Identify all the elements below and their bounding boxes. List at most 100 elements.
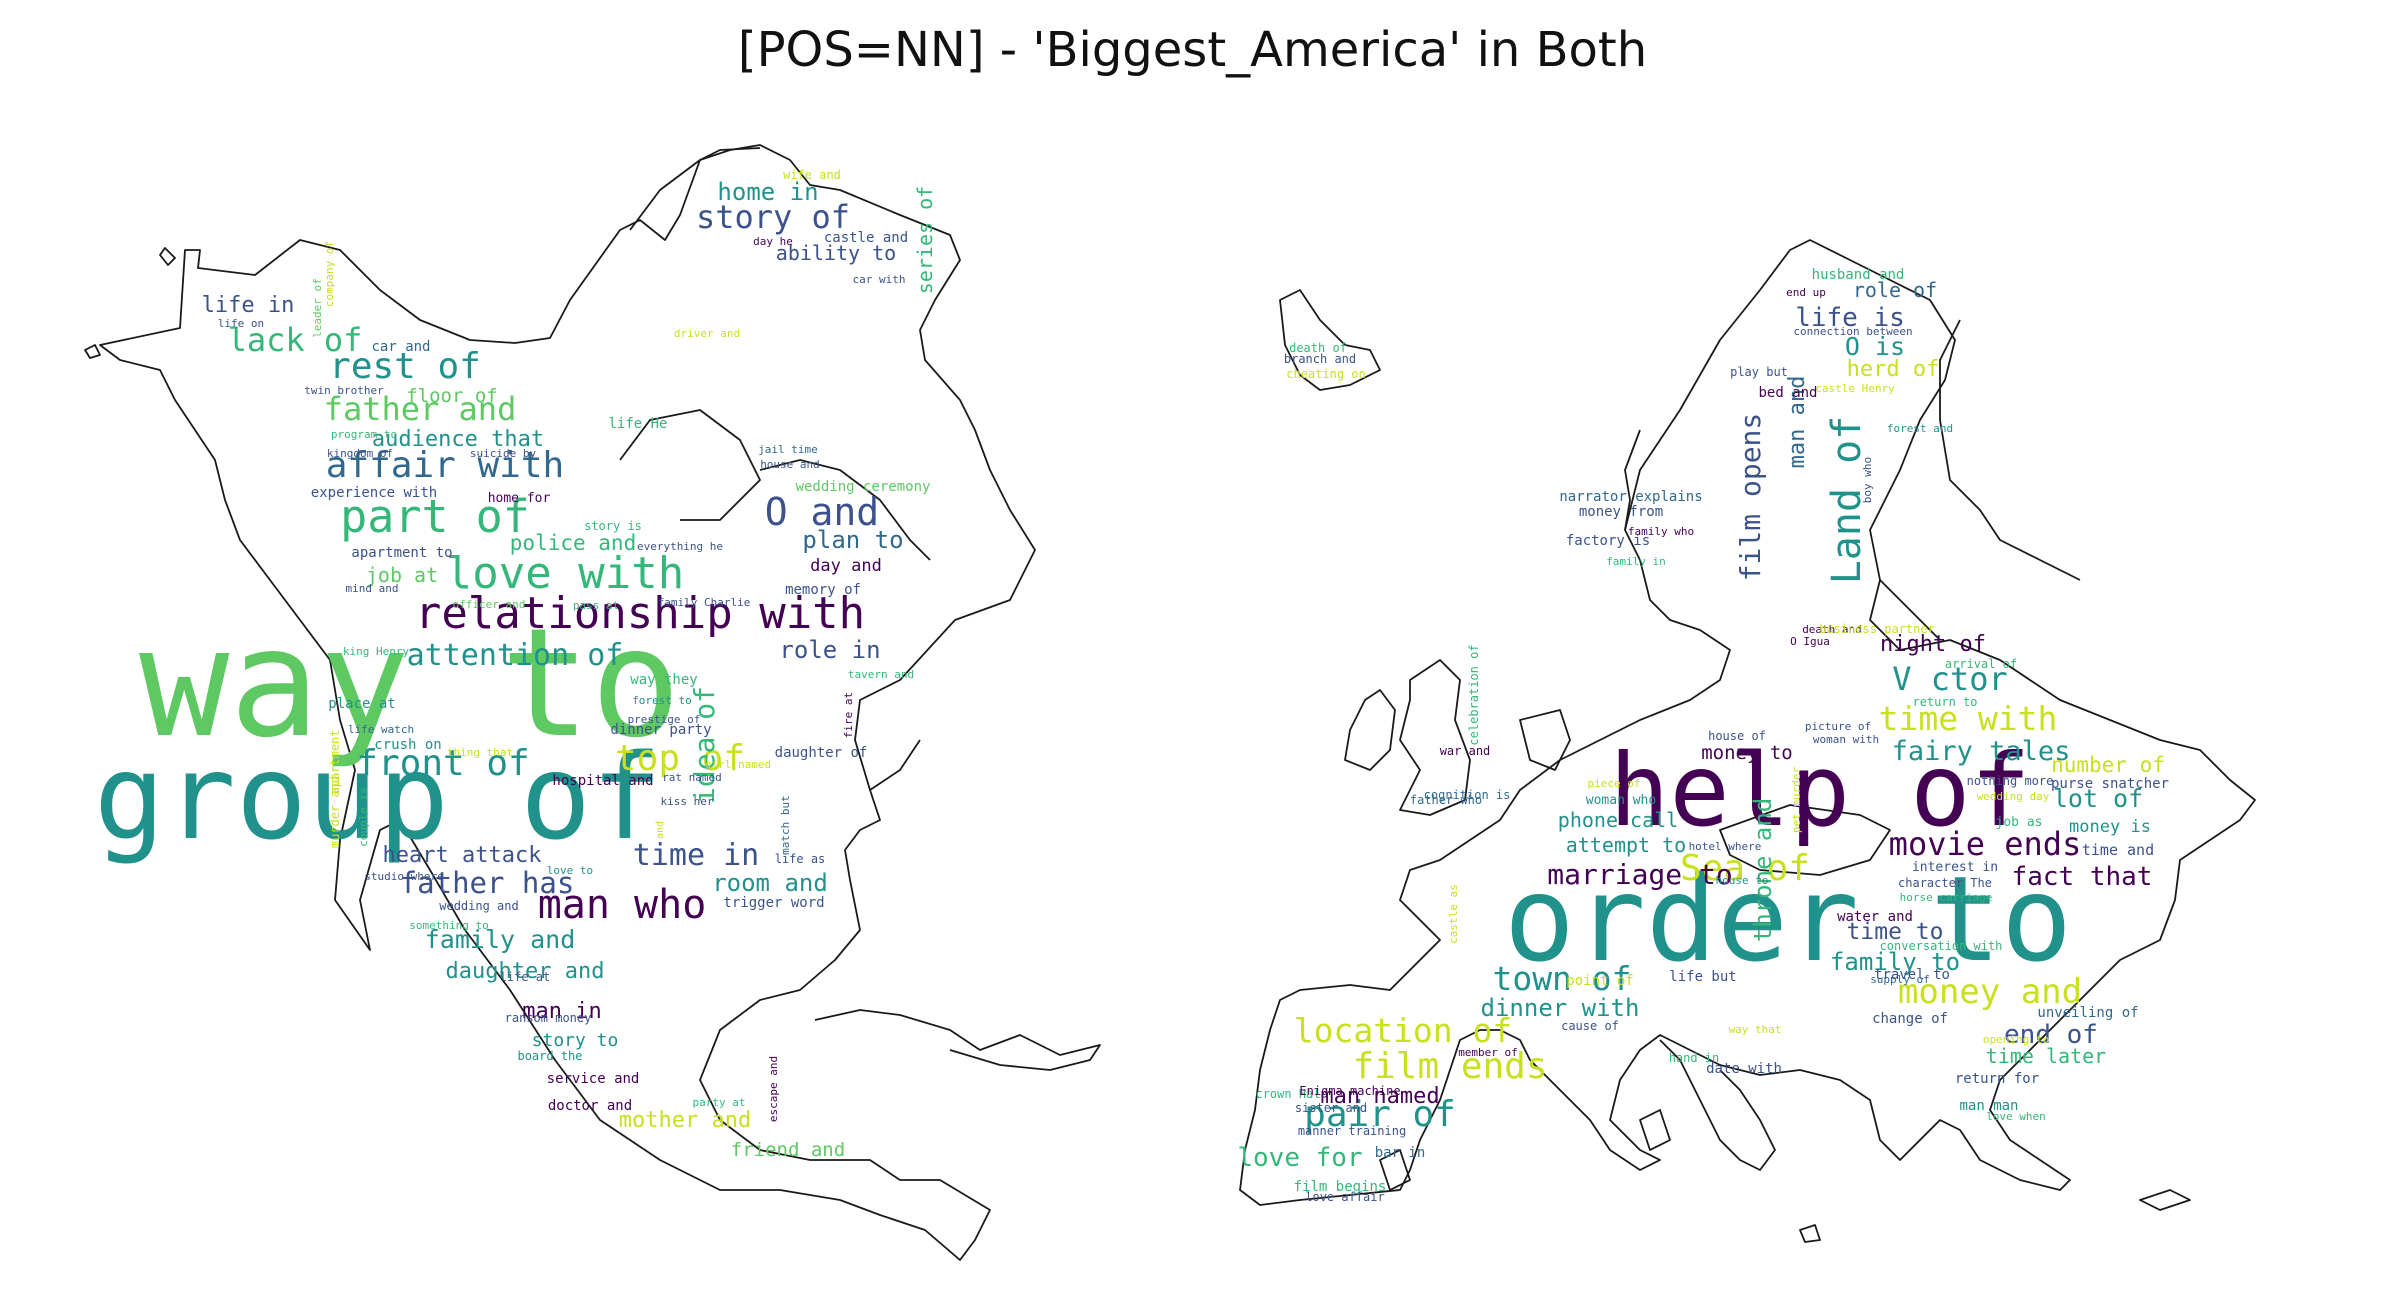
- word-wedding-and: wedding and: [439, 899, 518, 913]
- word-hotel-where: hotel where: [1689, 840, 1762, 853]
- word-story-of: story of: [696, 198, 850, 236]
- word-pet-murder: pet murder: [1790, 767, 1803, 834]
- word-money-is: money is: [2069, 817, 2151, 837]
- word-business-partner: business partner: [1819, 622, 1935, 636]
- word-series-of: series of: [913, 186, 937, 294]
- word-husband-and: husband and: [1812, 267, 1905, 283]
- word-crush-on: crush on: [374, 737, 441, 753]
- word-picture-of: picture of: [1805, 720, 1871, 733]
- word-father-has: father has: [400, 866, 575, 900]
- word-front-of: front of: [356, 743, 529, 784]
- word-purse-snatcher: purse snatcher: [2051, 776, 2169, 792]
- word-life-at: life at: [500, 970, 551, 984]
- word-family-in: family in: [1606, 555, 1666, 568]
- word-leader-of: leader of: [311, 278, 324, 338]
- figure-title: [POS=NN] - 'Biggest_America' in Both: [737, 22, 1648, 78]
- word-change-of: change of: [1872, 1011, 1948, 1027]
- word-car-with: car with: [853, 273, 906, 286]
- word-father-and: father and: [324, 390, 517, 428]
- word-kiss-her: kiss her: [661, 795, 714, 808]
- word-film-ends: film ends: [1352, 1046, 1547, 1087]
- word-fire-at: fire at: [842, 692, 855, 738]
- word-attempt-to: attempt to: [1566, 833, 1686, 857]
- word-rat-named: rat named: [662, 771, 722, 784]
- word-audience-that: audience that: [372, 427, 544, 452]
- word-police-and: police and: [510, 531, 636, 555]
- word-apartment-to: apartment to: [351, 545, 452, 561]
- word-murder-and: murder and: [328, 776, 342, 848]
- word-place-at: place at: [328, 696, 395, 712]
- word-story-is: story is: [584, 519, 642, 533]
- word-affair-with: affair with: [326, 445, 564, 486]
- word-play-but: play but: [1730, 365, 1788, 379]
- word-wedding-ceremony: wedding ceremony: [796, 479, 931, 495]
- word-ability-to: ability to: [776, 241, 896, 265]
- word-end-of: end of: [2004, 1020, 2098, 1050]
- word-crown-hal: crown Hal: [1255, 1087, 1320, 1101]
- word-life-as: life as: [775, 852, 826, 866]
- word-fairy-tales: fairy tales: [1892, 736, 2071, 767]
- word-lot-of: lot of: [2053, 784, 2143, 813]
- word-cognition-is: cognition is: [1424, 788, 1511, 802]
- word-member-of: member of: [1458, 1046, 1518, 1059]
- word-o-is: O is: [1845, 332, 1905, 361]
- word-film-begins: film begins: [1294, 1179, 1387, 1195]
- word-bar-in: bar in: [1375, 1145, 1426, 1161]
- word-escape-and: escape and: [767, 1056, 780, 1122]
- word-interest-in: interest in: [1912, 860, 1998, 875]
- word-end-up: end up: [1786, 286, 1826, 299]
- word-rest-of: rest of: [329, 346, 481, 387]
- word-town-of: town of: [1492, 959, 1631, 998]
- word-man-in: man in: [522, 999, 601, 1024]
- word-jail-time: jail time: [758, 443, 818, 456]
- word-land-of: Land of: [1824, 416, 1870, 585]
- word-way-that: way that: [1729, 1023, 1782, 1036]
- word-daughter-and: daughter and: [446, 959, 605, 984]
- word-night-of: night of: [1880, 632, 1986, 657]
- word-family-to: family to: [1830, 948, 1960, 976]
- word-room-and: room and: [712, 869, 828, 897]
- word-memory-of: memory of: [785, 582, 861, 598]
- word-supply-of: supply of: [1870, 973, 1930, 986]
- word-manner-training: manner training: [1298, 1124, 1406, 1138]
- word-time-later: time later: [1986, 1044, 2106, 1068]
- word-boy-who: boy who: [1861, 457, 1874, 503]
- word-job-at: job at: [366, 563, 438, 587]
- word-heart-attack: heart attack: [383, 843, 542, 868]
- word-marriage-to: marriage to: [1547, 858, 1732, 891]
- word-house-to: house to: [1716, 874, 1769, 887]
- word-something-to: something to: [409, 919, 488, 932]
- word-trigger-word: trigger word: [723, 895, 824, 911]
- word-doctor-and: doctor and: [548, 1098, 632, 1114]
- word-man-who: man who: [538, 882, 707, 928]
- word-wedding-day: wedding day: [1977, 790, 2050, 803]
- word-pass-at: pass at: [573, 599, 619, 612]
- word-order-to: order to: [1504, 850, 2072, 988]
- word-love-to: love to: [547, 864, 593, 877]
- word-castle-and: castle and: [824, 230, 908, 246]
- word-point-of: point of: [1566, 973, 1633, 989]
- word-friend-and: friend and: [731, 1139, 845, 1161]
- word-pair-of: pair of: [1304, 1094, 1456, 1135]
- word-mother-and: mother and: [619, 1108, 751, 1133]
- word-money-and: money and: [1898, 972, 2082, 1012]
- word-herd-of: herd of: [1847, 357, 1940, 382]
- word-number-of: number of: [2051, 753, 2165, 777]
- word-day-and: day and: [810, 556, 882, 576]
- word-life-but: life but: [1669, 969, 1736, 985]
- word-celebration-of: celebration of: [1467, 644, 1481, 745]
- word-connection-between: connection between: [1793, 325, 1912, 338]
- word-castle-henry: castle Henry: [1815, 382, 1895, 395]
- word-film-opens: film opens: [1734, 413, 1767, 582]
- word-house-and: house and: [760, 458, 820, 471]
- word-narrator-explains: narrator explains: [1559, 489, 1702, 505]
- word-sister-and: sister and: [1295, 1101, 1367, 1115]
- word-o-igua: O Igua: [1790, 635, 1830, 648]
- word-conversation-with: conversation with: [1880, 939, 2003, 953]
- word-story-to: story to: [532, 1030, 619, 1051]
- word-cheating-on: cheating on: [1286, 367, 1365, 381]
- word-time-with: time with: [1879, 699, 2058, 738]
- word-girl-named: girl named: [705, 758, 771, 771]
- word-role-in: role in: [779, 636, 880, 664]
